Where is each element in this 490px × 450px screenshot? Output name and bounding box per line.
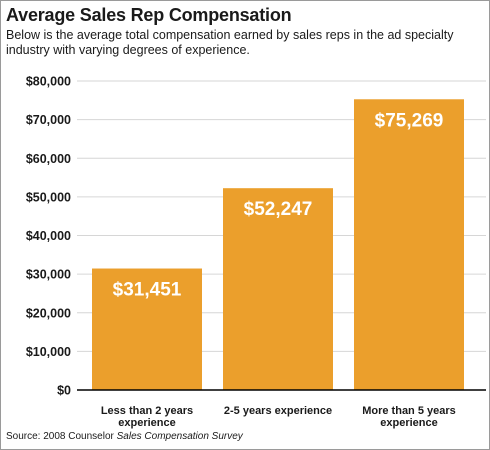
source-prefix: Source: 2008 Counselor bbox=[6, 431, 117, 442]
y-tick-label: $70,000 bbox=[26, 113, 71, 127]
x-tick-label-line: More than 5 years bbox=[362, 405, 456, 417]
x-tick-label-line: experience bbox=[118, 417, 175, 429]
x-tick-label-line: experience bbox=[380, 417, 437, 429]
y-tick-label: $40,000 bbox=[26, 229, 71, 243]
data-label: $52,247 bbox=[244, 199, 313, 220]
y-tick-label: $20,000 bbox=[26, 306, 71, 320]
data-label: $31,451 bbox=[113, 280, 182, 301]
y-tick-label: $60,000 bbox=[26, 152, 71, 166]
y-tick-label: $50,000 bbox=[26, 190, 71, 204]
chart-subtitle: Below is the average total compensation … bbox=[6, 28, 454, 57]
x-tick-label-line: Less than 2 years bbox=[101, 405, 193, 417]
x-tick-label: More than 5 years experience bbox=[362, 405, 456, 429]
source-note: Source: 2008 Counselor Sales Compensatio… bbox=[6, 431, 243, 442]
y-tick-label: $0 bbox=[57, 384, 71, 398]
data-label: $75,269 bbox=[375, 110, 444, 131]
bar bbox=[223, 188, 333, 390]
x-tick-label-line: 2-5 years experience bbox=[224, 405, 332, 417]
x-tick-label: 2-5 years experience bbox=[224, 405, 332, 417]
y-tick-label: $10,000 bbox=[26, 345, 71, 359]
source-survey-title: Sales Compensation Survey bbox=[116, 431, 243, 442]
bar bbox=[92, 268, 202, 390]
y-tick-label: $80,000 bbox=[26, 75, 71, 89]
x-tick-label: Less than 2 years experience bbox=[101, 405, 193, 429]
y-tick-label: $30,000 bbox=[26, 268, 71, 282]
chart-title: Average Sales Rep Compensation bbox=[6, 5, 292, 25]
bar bbox=[354, 99, 464, 390]
